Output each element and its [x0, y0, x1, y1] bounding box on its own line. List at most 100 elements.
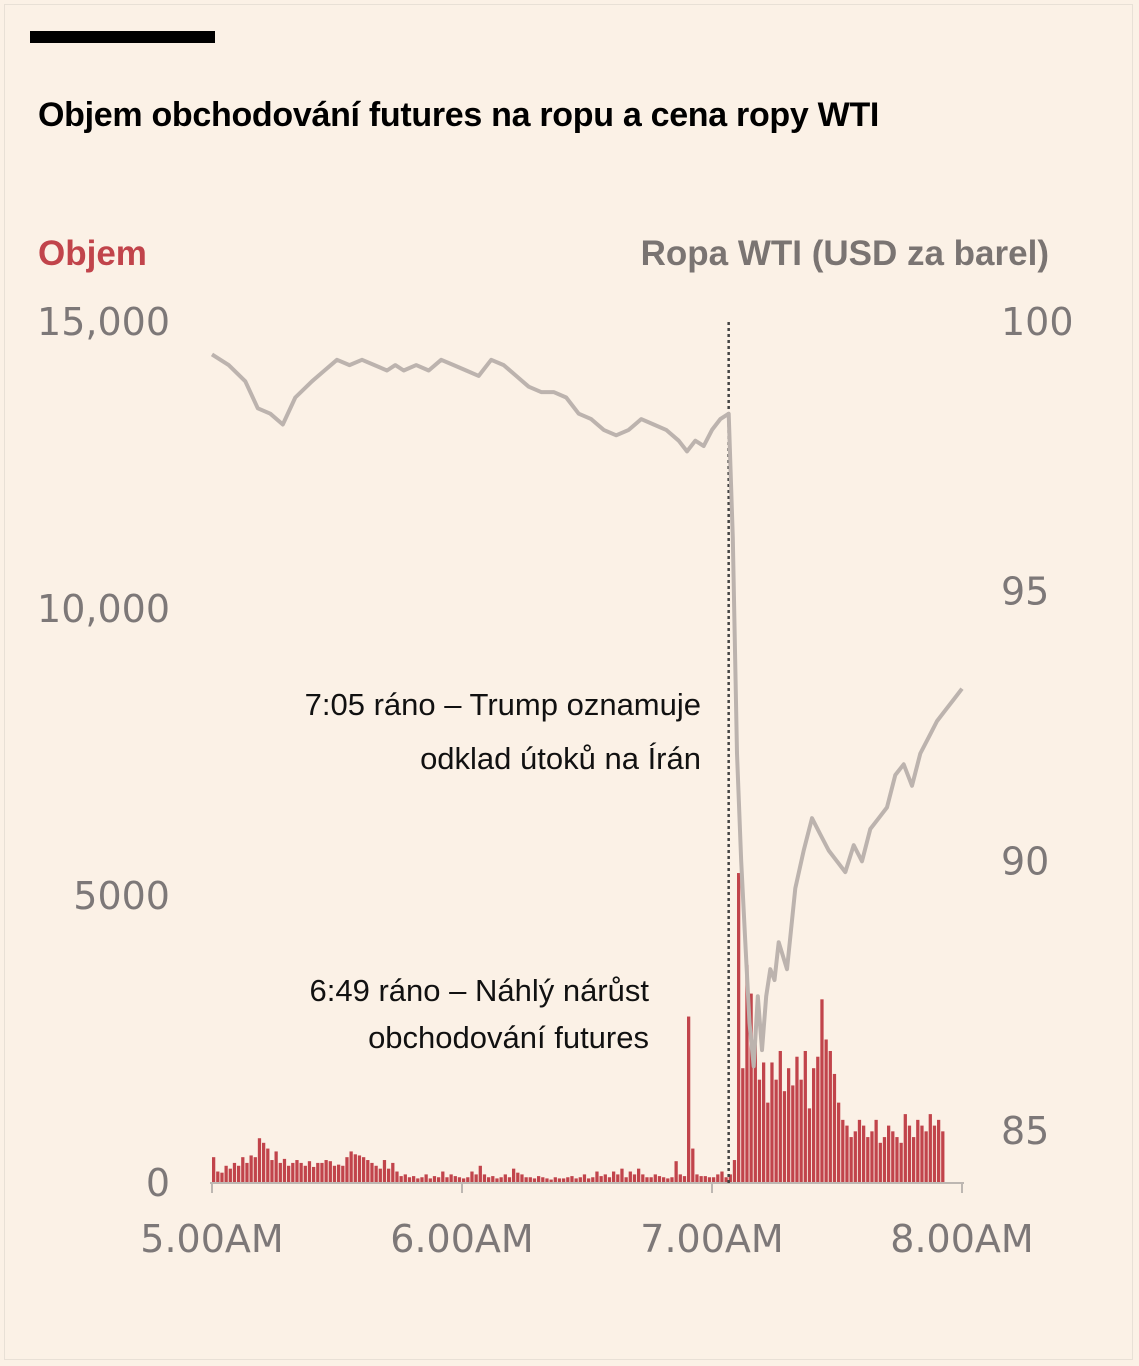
volume-bar [599, 1176, 603, 1183]
volume-bar [641, 1174, 645, 1183]
volume-bar [337, 1164, 341, 1183]
volume-bar [249, 1155, 253, 1183]
volume-bar [582, 1174, 587, 1183]
volume-bar [937, 1119, 941, 1183]
volume-bar [478, 1165, 482, 1183]
volume-bar [345, 1157, 349, 1183]
volume-bar [587, 1178, 591, 1183]
annotation-spike-line2: obchodování futures [368, 1020, 649, 1055]
volume-bar [566, 1177, 570, 1183]
volume-bar [224, 1165, 228, 1183]
right-tick-label: 100 [1001, 300, 1074, 344]
volume-bar [303, 1165, 307, 1183]
volume-bar [374, 1165, 378, 1183]
x-tick-label: 8.00AM [890, 1217, 1033, 1261]
volume-bar [666, 1178, 670, 1183]
volume-bar [624, 1177, 628, 1183]
volume-bar [366, 1160, 370, 1183]
volume-bar [778, 1050, 782, 1183]
volume-bar [524, 1177, 528, 1183]
volume-bar [916, 1119, 920, 1183]
volume-bar [907, 1125, 912, 1183]
volume-bar [657, 1176, 662, 1183]
volume-bar [737, 873, 741, 1183]
volume-bar [837, 1102, 841, 1183]
volume-bar [695, 1174, 699, 1183]
volume-bar [278, 1162, 282, 1183]
volume-bar [574, 1178, 578, 1183]
volume-bar [762, 1062, 766, 1183]
volume-bar [824, 1039, 828, 1183]
volume-bar [353, 1154, 357, 1183]
volume-bar [895, 1137, 899, 1183]
volume-bar [495, 1178, 499, 1183]
volume-bar [903, 1114, 907, 1183]
volume-bar [391, 1162, 395, 1183]
volume-bar [870, 1131, 874, 1183]
volume-bar [924, 1131, 928, 1183]
volume-bar [712, 1177, 716, 1183]
volume-bar [378, 1168, 382, 1183]
left-axis-ticks: 0 5000 10,000 15,000 [37, 300, 170, 1205]
volume-bar [853, 1131, 857, 1183]
header-bar [30, 31, 215, 43]
volume-bar [612, 1171, 616, 1183]
volume-bar [403, 1174, 407, 1183]
volume-bar [424, 1174, 428, 1183]
volume-bar [466, 1177, 470, 1183]
volume-bar [832, 1073, 837, 1183]
volume-bar [474, 1174, 478, 1183]
annotation-spike-line1: 6:49 ráno – Náhlý nárůst [309, 973, 650, 1008]
volume-bar [670, 1177, 674, 1183]
volume-bar [770, 1062, 774, 1183]
chart-title: Objem obchodování futures na ropu a cena… [38, 96, 880, 134]
volume-bar [803, 1050, 807, 1183]
volume-bar [845, 1125, 849, 1183]
volume-bar [741, 1068, 745, 1183]
volume-bar [616, 1174, 620, 1183]
left-tick-label: 0 [146, 1161, 170, 1205]
volume-bar [499, 1177, 503, 1183]
volume-bar [482, 1174, 487, 1183]
volume-bar [332, 1165, 337, 1183]
volume-bar [245, 1162, 249, 1183]
volume-bar [716, 1174, 720, 1183]
volume-bar [745, 964, 749, 1183]
annotation-trump-line2: odklad útoků na Írán [420, 741, 701, 776]
volume-bar [941, 1131, 945, 1183]
volume-bar [441, 1171, 445, 1183]
volume-bar [807, 1108, 812, 1183]
volume-bar [532, 1178, 537, 1183]
volume-bar [620, 1168, 624, 1183]
volume-bar [820, 999, 824, 1183]
volume-bar [520, 1174, 524, 1183]
volume-bar [341, 1165, 345, 1183]
volume-bar [287, 1165, 291, 1183]
volume-bar [603, 1174, 607, 1183]
volume-bar [882, 1137, 887, 1183]
volume-bar [874, 1119, 878, 1183]
volume-bar [557, 1178, 562, 1183]
volume-bar [691, 1148, 695, 1183]
volume-bar [570, 1176, 574, 1183]
volume-bar [362, 1157, 366, 1183]
volume-bar [395, 1171, 399, 1183]
volume-bar [595, 1171, 599, 1183]
volume-bar [437, 1177, 441, 1183]
left-tick-label: 15,000 [37, 300, 170, 344]
volume-bar [912, 1137, 916, 1183]
left-axis-label: Objem [38, 234, 147, 273]
volume-bar [237, 1165, 241, 1183]
volume-bar [545, 1178, 549, 1183]
volume-bar [707, 1177, 712, 1183]
volume-bar [357, 1155, 362, 1183]
volume-bar [787, 1068, 791, 1183]
volume-bar [457, 1177, 462, 1183]
volume-bar [512, 1168, 516, 1183]
volume-bar [487, 1177, 491, 1183]
volume-bar [578, 1177, 582, 1183]
volume-bar [253, 1157, 257, 1183]
volume-bar [462, 1178, 466, 1183]
right-tick-label: 85 [1001, 1109, 1049, 1153]
